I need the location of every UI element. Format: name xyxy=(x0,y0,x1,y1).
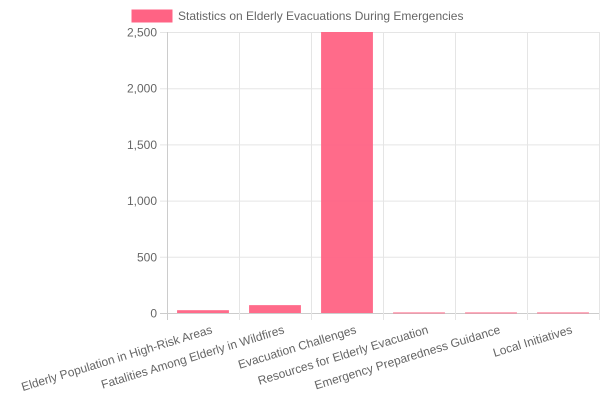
bar xyxy=(465,312,517,314)
y-tick-label: 2,500 xyxy=(127,26,157,40)
y-tick-label: 1,000 xyxy=(127,194,157,208)
y-tick-label: 500 xyxy=(137,250,157,264)
legend-label: Statistics on Elderly Evacuations During… xyxy=(178,9,463,23)
y-tick-label: 1,500 xyxy=(127,138,157,152)
x-tick-label: Local Initiatives xyxy=(491,322,574,359)
bar xyxy=(321,32,373,313)
bar xyxy=(249,305,301,313)
y-tick-label: 2,000 xyxy=(127,82,157,96)
bar xyxy=(537,312,589,314)
y-tick-label: 0 xyxy=(150,307,157,321)
legend-swatch xyxy=(131,9,173,23)
bar xyxy=(393,312,445,314)
bar xyxy=(177,310,229,313)
